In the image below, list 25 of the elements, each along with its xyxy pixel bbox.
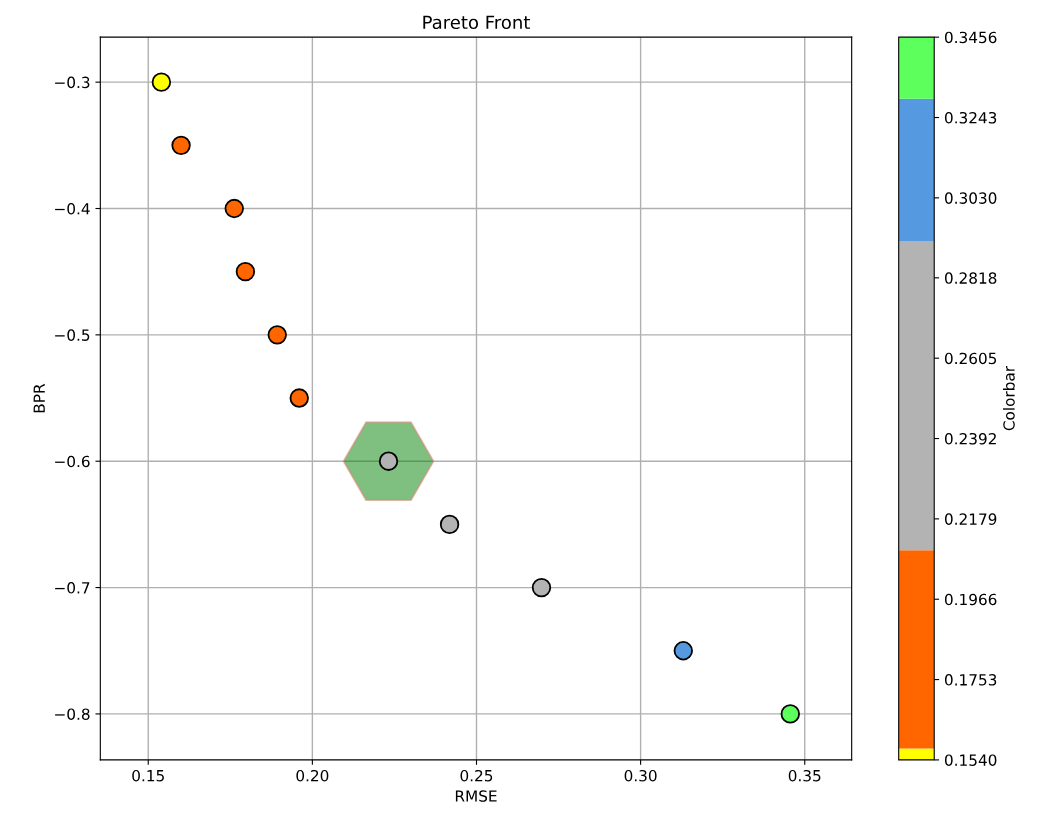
x-tick-label: 0.15	[132, 769, 164, 782]
y-tick-label: −0.5	[55, 329, 90, 341]
color-bar-label: 0.2392	[944, 433, 996, 445]
color-bar-label: 0.2605	[944, 352, 997, 365]
color-bar-label: 0.2818	[944, 272, 997, 284]
x-tick-label: 0.35	[788, 769, 821, 782]
x-tick-label: 0.20	[296, 769, 329, 782]
x-axis-title: RMSE	[455, 790, 497, 802]
color-bar-label: 0.2179	[944, 513, 997, 525]
color-bar-label: 0.1753	[944, 674, 997, 686]
y-tick-label: −0.4	[55, 202, 90, 215]
y-tick-label: −0.3	[55, 76, 90, 89]
color-bar-label: 0.1966	[944, 593, 997, 606]
x-tick-label: 0.30	[624, 769, 657, 782]
y-axis-title: BPR	[33, 383, 45, 413]
x-tick-label: 0.25	[460, 769, 493, 782]
y-tick-label: −0.7	[55, 582, 90, 594]
y-tick-label: −0.6	[55, 455, 90, 468]
color-bar-label: 0.3243	[944, 111, 997, 124]
y-tick-label: −0.8	[55, 708, 90, 720]
color-bar-label: 0.3456	[944, 31, 997, 44]
color-bar-label: 0.1540	[944, 754, 997, 766]
chart-title: Pareto Front	[423, 15, 530, 30]
color-bar-title: Colorbar	[1002, 365, 1015, 431]
color-bar-label: 0.3030	[944, 192, 997, 204]
